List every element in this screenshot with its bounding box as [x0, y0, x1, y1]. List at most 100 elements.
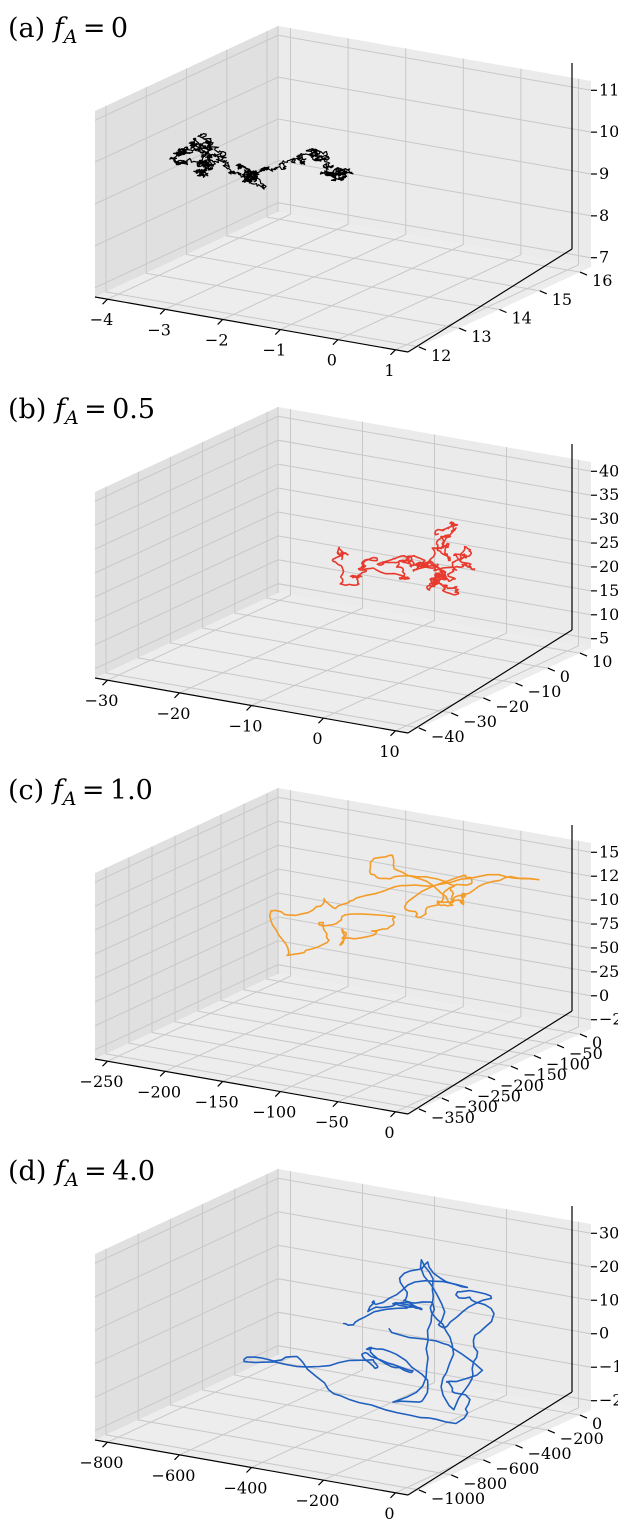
x-tick-label: −4: [90, 310, 114, 329]
z-tick-label: 30: [599, 509, 618, 528]
plot-3d-d: −800−600−400−2000−1000−800−600−400−2000−…: [8, 1156, 618, 1523]
trajectory-line: [169, 133, 354, 190]
x-tick-label: 0: [384, 1504, 394, 1523]
y-axis-line: [407, 248, 573, 353]
x-tick-label: −800: [80, 1453, 124, 1472]
z-tick-label: 125: [599, 866, 618, 885]
z-tick-label: −25: [599, 1010, 618, 1029]
y-tick-label: −300: [454, 1097, 498, 1116]
axes: −800−600−400−2000−1000−800−600−400−2000−…: [80, 1206, 618, 1523]
trajectory-line: [268, 854, 540, 957]
z-tick-label: 200: [599, 1257, 618, 1276]
z-tick-label: 40: [599, 461, 618, 480]
gridlines: [94, 407, 592, 732]
y-tick-label: −100: [546, 1054, 590, 1073]
x-tick-label: −50: [315, 1113, 349, 1132]
x-tick-label: −2: [205, 330, 229, 349]
z-tick-label: −100: [599, 1357, 618, 1376]
z-tick-label: −200: [599, 1391, 618, 1410]
z-tick-label: 300: [599, 1223, 618, 1242]
y-tick-label: −350: [431, 1108, 475, 1127]
z-tick-label: 10: [599, 605, 618, 624]
y-tick-label: 10: [592, 652, 612, 671]
x-tick-label: 0: [327, 351, 337, 370]
y-tick-label: −200: [500, 1076, 544, 1095]
panel-d: −800 −600 −400 −200 0 −1000 −800 −600 −400 −200 0−…: [0, 1143, 618, 1524]
y-tick-label: −50: [569, 1044, 603, 1063]
side-pane: [95, 1169, 278, 1440]
z-tick-label: 100: [599, 890, 618, 909]
axes: −30−20−10010−40−30−20−100105101520253035…: [85, 444, 618, 761]
x-tick-label: 10: [379, 742, 399, 761]
y-tick-label: −1000: [431, 1489, 485, 1508]
z-tick-label: 25: [599, 962, 618, 981]
y-tick-label: −20: [495, 697, 529, 716]
y-tick-label: 0: [560, 667, 570, 686]
y-tick-label: −400: [528, 1444, 572, 1463]
x-axis-line: [94, 296, 409, 353]
z-tick-label: 5: [599, 629, 609, 648]
z-tick-label: 100: [599, 1290, 618, 1309]
z-tick-label: 9: [599, 164, 609, 183]
y-tick-label: −40: [431, 727, 465, 746]
x-tick-label: −10: [229, 717, 263, 736]
y-tick-label: −150: [523, 1065, 567, 1084]
panel-a: −4 −3 −2 −1 0 1 12 13 14 15 16 7 8 9 10 11 (a) fA = 0: [0, 0, 618, 381]
y-tick-label: 13: [471, 327, 491, 346]
y-tick-label: −800: [463, 1474, 507, 1493]
x-tick-label: −1: [262, 341, 286, 360]
y-tick-label: 15: [552, 290, 572, 309]
x-tick-label: −20: [157, 704, 191, 723]
x-tick-label: −250: [80, 1072, 124, 1091]
x-tick-label: −150: [195, 1092, 239, 1111]
z-tick-label: 50: [599, 938, 618, 957]
x-tick-label: −200: [137, 1082, 181, 1101]
x-tick-label: −3: [147, 320, 171, 339]
z-tick-label: 20: [599, 557, 618, 576]
panel-b: −30 −20 −10 0 10 −40 −30 −20 −10 0 10 5 10 15 20 25 30 35…: [0, 381, 618, 762]
z-tick-label: 75: [599, 914, 618, 933]
side-pane: [95, 788, 278, 1059]
x-tick-label: −600: [152, 1466, 196, 1485]
x-tick-label: −30: [85, 691, 119, 710]
y-tick-label: 16: [592, 271, 612, 290]
panel-title: (c) fA = 1.0: [8, 775, 153, 810]
z-tick-label: 15: [599, 581, 618, 600]
panel-c: −250 −200 −150 −100 −50 0 −350 −300 −250 −200 −150…: [0, 762, 618, 1143]
y-tick-label: 14: [512, 309, 532, 328]
x-axis-line: [94, 1058, 409, 1115]
x-tick-label: −100: [252, 1103, 296, 1122]
x-tick-label: 1: [384, 361, 394, 380]
gridlines: [94, 1169, 592, 1494]
y-tick-label: −250: [477, 1087, 521, 1106]
z-tick-label: 0: [599, 986, 609, 1005]
plot-3d-a: −4 −3 −2 −1 0 1 12 13 14 15 16 7 8 9 10 11 (a) fA = 0: [8, 13, 618, 380]
plot-3d-b: −30−20−10010−40−30−20−100105101520253035…: [8, 394, 618, 761]
panel-title: (a) fA = 0: [8, 13, 128, 48]
y-tick-label: −30: [463, 712, 497, 731]
z-tick-label: 25: [599, 533, 618, 552]
z-tick-label: 35: [599, 485, 618, 504]
y-tick-label: 0: [592, 1033, 602, 1052]
z-tick-label: 0: [599, 1324, 609, 1343]
y-axis-line: [407, 629, 573, 734]
panel-title: (d) fA = 4.0: [8, 1156, 155, 1191]
gridlines: [94, 788, 592, 1113]
panel-title: (b) fA = 0.5: [8, 394, 155, 429]
trajectory-line: [243, 1259, 495, 1425]
y-tick-label: −600: [495, 1459, 539, 1478]
z-tick-label: 7: [599, 248, 609, 267]
z-tick-label: 8: [599, 206, 609, 225]
z-tick-label: 11: [599, 80, 618, 99]
axes: −250−200−150−100−500−350−300−250−200−150…: [80, 825, 618, 1142]
plot-3d-c: −250−200−150−100−500−350−300−250−200−150…: [8, 775, 618, 1142]
y-tick-label: 12: [431, 346, 451, 365]
side-pane: [95, 407, 278, 678]
trajectory-line: [331, 521, 476, 596]
y-axis-line: [407, 1010, 573, 1115]
x-tick-label: −400: [224, 1479, 268, 1498]
y-tick-label: 0: [592, 1414, 602, 1433]
axes: −4 −3 −2 −1 0 1 12 13 14 15 16 7 8 9 10 11: [90, 63, 618, 380]
x-tick-label: 0: [312, 729, 322, 748]
y-tick-label: −10: [528, 682, 562, 701]
